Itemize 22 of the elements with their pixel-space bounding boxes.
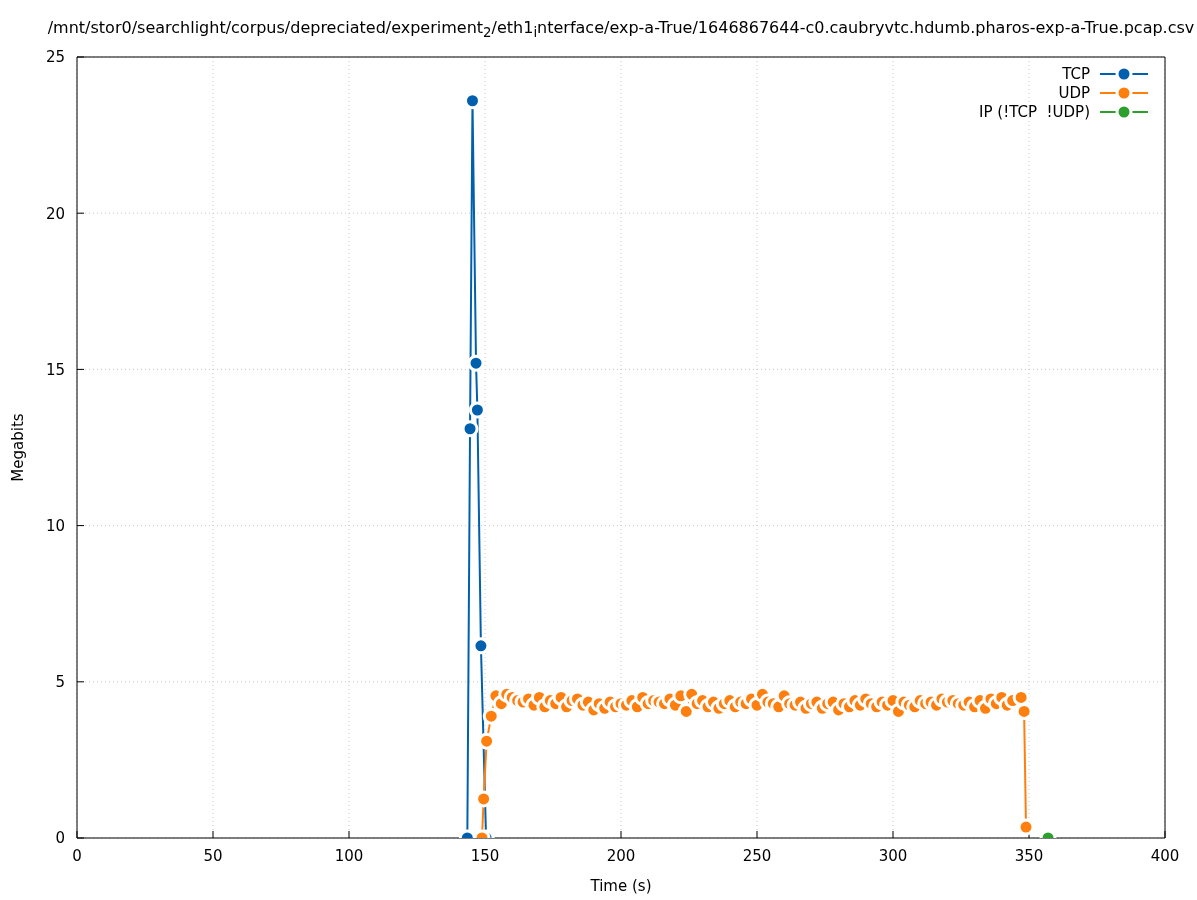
x-tick-label: 400 <box>1150 846 1180 865</box>
y-axis-title: Megabits <box>9 413 28 482</box>
x-tick-label: 100 <box>334 846 364 865</box>
x-tick-label: 0 <box>72 846 82 865</box>
y-tick-label: 20 <box>45 204 65 223</box>
legend-label: IP (!TCP !UDP) <box>979 103 1090 122</box>
point <box>468 401 486 419</box>
y-tick-label: 5 <box>55 673 65 692</box>
x-tick-label: 150 <box>470 846 500 865</box>
x-axis-title: Time (s) <box>589 876 652 895</box>
x-tick-label: 300 <box>878 846 908 865</box>
x-tick-label: 50 <box>203 846 223 865</box>
legend-label: UDP <box>1058 84 1090 103</box>
x-tick-label: 350 <box>1014 846 1044 865</box>
y-tick-label: 25 <box>45 48 65 67</box>
y-tick-label: 0 <box>55 829 65 848</box>
x-tick-label: 250 <box>742 846 772 865</box>
chart-title: /mnt/stor0/searchlight/corpus/depreciated/experiment$_{2}$/eth1$_{i}$nterface/exp-a-True/1646867644-c0.caubryvtc.hdumb.pharos-exp-a-True.pcap.csv <box>47 18 1195 43</box>
legend-label: TCP <box>1061 65 1090 84</box>
y-tick-label: 15 <box>45 360 65 379</box>
x-tick-label: 200 <box>606 846 636 865</box>
y-tick-label: 10 <box>45 516 65 535</box>
